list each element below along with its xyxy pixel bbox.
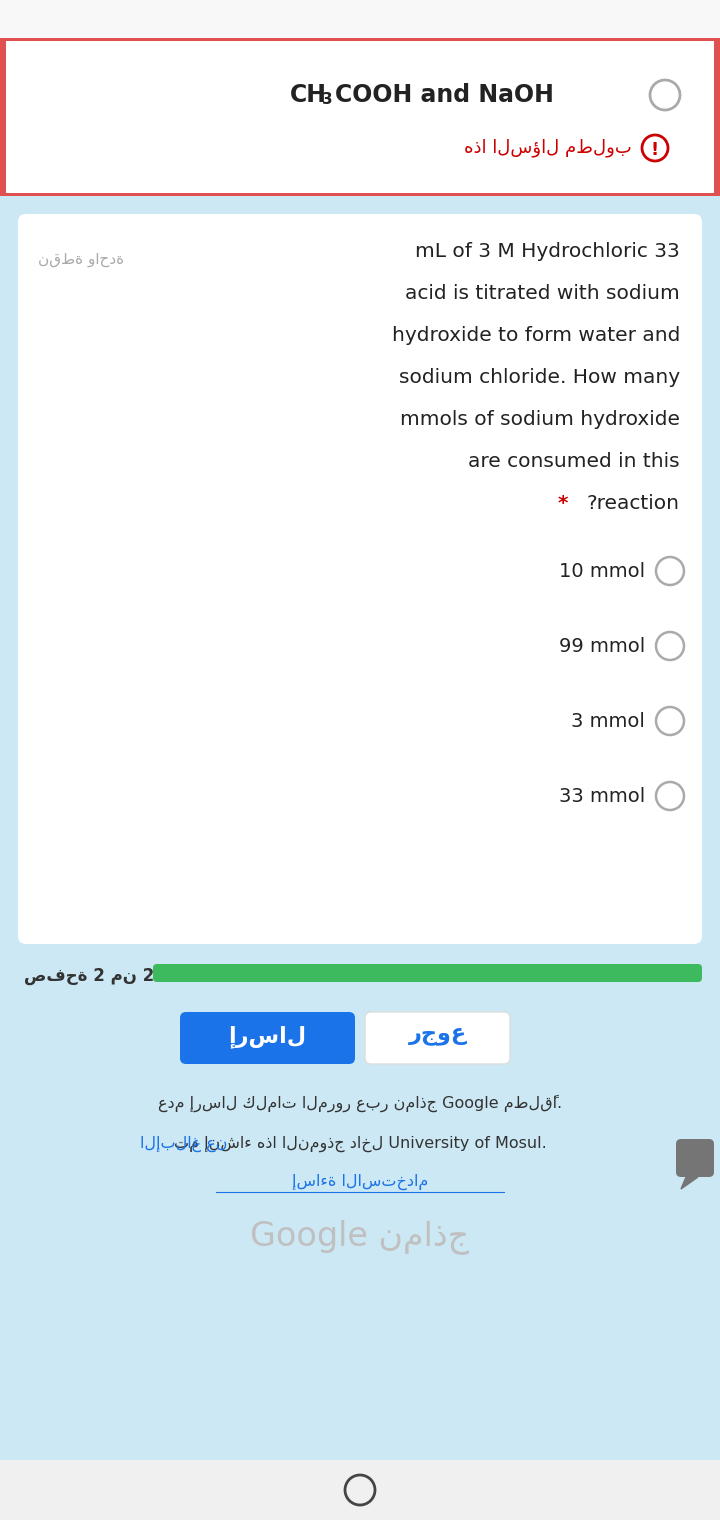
Text: نقطة واحدة: نقطة واحدة	[38, 252, 124, 268]
Text: acid is titrated with sodium: acid is titrated with sodium	[405, 284, 680, 302]
Text: mL of 3 M Hydrochloric 33: mL of 3 M Hydrochloric 33	[415, 242, 680, 261]
Bar	[0, 38, 6, 196]
Text: Google نماذج: Google نماذج	[251, 1219, 469, 1254]
Text: CH: CH	[290, 84, 327, 106]
Text: صفحة 2 من 2: صفحة 2 من 2	[24, 967, 154, 985]
Text: COOH and NaOH: COOH and NaOH	[335, 84, 554, 106]
Bar	[524, 1476, 546, 1499]
Text: M ◄ □ ≈ ⁴⁶: M ◄ □ ≈ ⁴⁶	[631, 11, 700, 23]
Text: *: *	[557, 494, 568, 514]
Text: إرسال: إرسال	[228, 1024, 307, 1047]
FancyBboxPatch shape	[153, 964, 702, 982]
Bar	[0, 1461, 720, 1520]
Text: 33 mmol: 33 mmol	[559, 787, 645, 806]
Polygon shape	[681, 1176, 698, 1189]
Text: 3 mmol: 3 mmol	[571, 711, 645, 731]
Text: 3: 3	[322, 93, 333, 106]
Text: hydroxide to form water and: hydroxide to form water and	[392, 325, 680, 345]
Text: 10 mmol: 10 mmol	[559, 562, 645, 581]
Text: mmols of sodium hydroxide: mmols of sodium hydroxide	[400, 410, 680, 429]
Bar	[0, 0, 720, 38]
Text: 9:00: 9:00	[22, 11, 60, 24]
Text: تم إنشاء هذا النموذج داخل University of Mosul.: تم إنشاء هذا النموذج داخل University of …	[174, 1135, 546, 1152]
Text: ?reaction: ?reaction	[587, 494, 680, 514]
Text: !: !	[690, 1148, 700, 1167]
Bar	[0, 38, 720, 196]
FancyBboxPatch shape	[180, 1012, 355, 1064]
Text: 99 mmol: 99 mmol	[559, 637, 645, 657]
FancyBboxPatch shape	[365, 1012, 510, 1064]
Text: رجوع: رجوع	[408, 1024, 467, 1046]
Text: are consumed in this: are consumed in this	[469, 451, 680, 471]
Text: sodium chloride. How many: sodium chloride. How many	[399, 368, 680, 388]
Text: الإبلاغ عن: الإبلاغ عن	[140, 1135, 228, 1152]
Text: عدم إرسال كلمات المرور عبر نماذج Google مطلقًا.: عدم إرسال كلمات المرور عبر نماذج Google …	[158, 1094, 562, 1111]
FancyBboxPatch shape	[18, 214, 702, 944]
FancyBboxPatch shape	[676, 1138, 714, 1176]
Text: إساءة الاستخدام: إساءة الاستخدام	[292, 1173, 428, 1190]
Bar	[0, 193, 720, 196]
Bar	[714, 38, 720, 196]
Text: ◄: ◄	[169, 1474, 191, 1502]
FancyBboxPatch shape	[153, 964, 702, 982]
Bar	[0, 38, 720, 41]
Text: هذا السؤال مطلوب: هذا السؤال مطلوب	[464, 138, 632, 157]
Text: !: !	[651, 141, 659, 160]
